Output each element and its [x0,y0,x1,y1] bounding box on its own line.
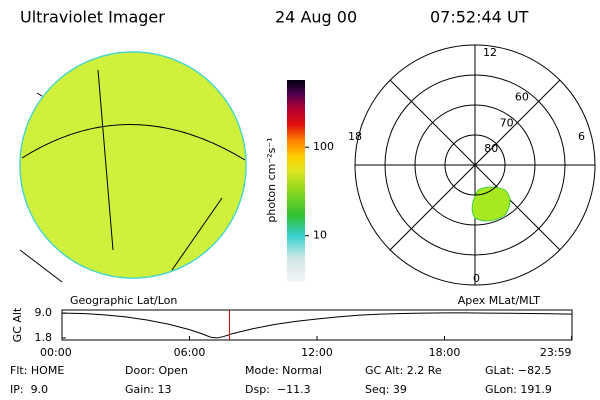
time: 07:52:44 UT [430,8,529,27]
lat-circle [444,134,506,196]
mlt-label: 18 [348,130,362,143]
x-tick-label: 06:00 [174,346,206,359]
strip-title: Geographic Lat/Lon [70,294,177,307]
status-field: GLat: −82.5 [485,364,552,377]
status-field: Flt: HOME [10,364,64,377]
colorbar-tick-label: 100 [313,140,334,153]
title: Ultraviolet Imager [20,8,165,27]
uv-image [19,51,247,283]
mlt-label: 0 [473,272,480,285]
aurora [471,186,511,222]
x-tick-label: 23:59 [540,346,572,359]
status-field: GC Alt: 2.2 Re [365,364,442,377]
colorbar-label: photon cm⁻²s⁻¹ [265,137,278,222]
colorbar [287,80,305,282]
lat-circle [354,44,596,286]
y-tick-label: 9.0 [35,306,53,319]
x-tick-label: 18:00 [429,346,461,359]
status-field: IP: 9.0 [10,383,48,396]
lat-circle [414,104,536,226]
status-field: Door: Open [125,364,188,377]
lat-label: 70 [500,116,514,129]
status-field: Seq: 39 [365,383,407,396]
date: 24 Aug 00 [275,8,357,27]
x-tick-label: 00:00 [40,346,72,359]
status-field: GLon: 191.9 [485,383,552,396]
status-field: Dsp: −11.3 [245,383,311,396]
y-tick-label: 1.8 [35,331,53,344]
strip-subtitle: Apex MLat/MLT [458,294,541,307]
x-tick-label: 12:00 [301,346,333,359]
lat-label: 80 [484,142,498,155]
y-axis-label: GC Alt [11,307,24,342]
altitude-line [61,312,572,339]
status-field: Mode: Normal [245,364,322,377]
mlt-label: 6 [578,130,585,143]
colorbar-tick-label: 10 [313,229,327,242]
status-field: Gain: 13 [125,383,172,396]
polar-plot [355,45,595,285]
lat-label: 60 [515,91,529,104]
mlt-label: 12 [483,46,497,59]
lat-circle [384,74,566,256]
altitude-strip [61,309,573,341]
